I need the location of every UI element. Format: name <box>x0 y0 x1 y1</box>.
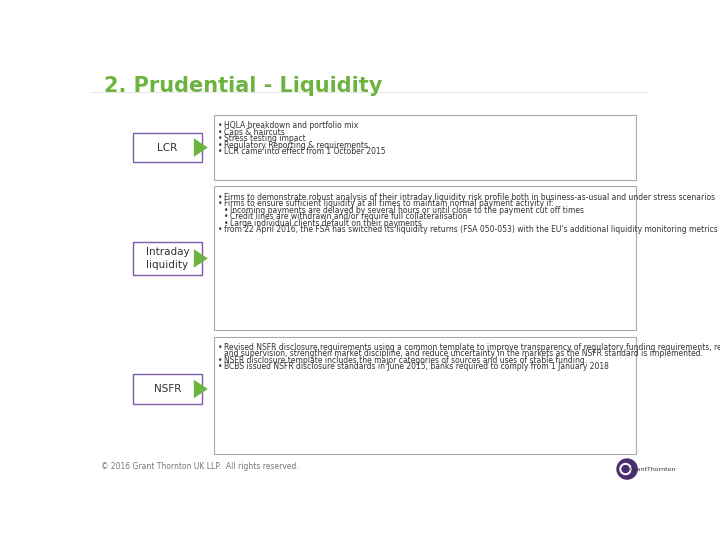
Text: BCBS issued NSFR disclosure standards in June 2015, banks required to comply fro: BCBS issued NSFR disclosure standards in… <box>224 362 609 372</box>
Text: NSFR disclosure template includes the major categories of sources and uses of st: NSFR disclosure template includes the ma… <box>224 356 588 365</box>
Text: GrantThornton: GrantThornton <box>629 467 676 471</box>
Text: and supervision, strengthen market discipline, and reduce uncertainty in the mar: and supervision, strengthen market disci… <box>224 349 703 359</box>
Text: Firms to demonstrate robust analysis of their intraday liquidity risk profile bo: Firms to demonstrate robust analysis of … <box>224 193 715 201</box>
Text: HQLA breakdown and portfolio mix: HQLA breakdown and portfolio mix <box>224 121 359 130</box>
Text: Large individual clients default on their payments: Large individual clients default on thei… <box>230 219 422 228</box>
Text: Regulatory Reporting & requirements: Regulatory Reporting & requirements <box>224 141 368 150</box>
Text: Stress testing impact: Stress testing impact <box>224 134 306 143</box>
FancyBboxPatch shape <box>132 242 202 275</box>
Text: •: • <box>218 147 222 156</box>
Text: 2. Prudential - Liquidity: 2. Prudential - Liquidity <box>104 76 382 96</box>
Text: •: • <box>224 219 228 228</box>
Text: © 2016 Grant Thornton UK LLP.  All rights reserved.: © 2016 Grant Thornton UK LLP. All rights… <box>101 462 299 471</box>
Text: Revised NSFR disclosure requirements using a common template to improve transpar: Revised NSFR disclosure requirements usi… <box>224 343 720 352</box>
FancyBboxPatch shape <box>132 374 202 403</box>
Text: •: • <box>218 356 222 365</box>
Text: Firms to ensure sufficient liquidity at all times to maintain normal payment act: Firms to ensure sufficient liquidity at … <box>224 199 554 208</box>
Text: NSFR: NSFR <box>154 384 181 394</box>
Text: •: • <box>218 199 222 208</box>
Text: Caps & haircuts: Caps & haircuts <box>224 127 285 137</box>
FancyBboxPatch shape <box>132 133 202 162</box>
Text: •: • <box>218 121 222 130</box>
Polygon shape <box>194 380 208 398</box>
FancyBboxPatch shape <box>214 115 636 180</box>
Text: Incoming payments are delayed by several hours or until close to the payment cut: Incoming payments are delayed by several… <box>230 206 584 215</box>
Text: Credit lines are withdrawn and/or require full collateralisation: Credit lines are withdrawn and/or requir… <box>230 212 468 221</box>
Text: LCR came into effect from 1 October 2015: LCR came into effect from 1 October 2015 <box>224 147 386 156</box>
Circle shape <box>622 465 629 472</box>
Text: •: • <box>218 134 222 143</box>
Polygon shape <box>194 138 208 157</box>
Circle shape <box>620 463 631 475</box>
Text: LCR: LCR <box>158 143 178 153</box>
FancyBboxPatch shape <box>214 186 636 330</box>
Text: from 22 April 2016, the FSA has switched its liquidity returns (FSA 050-053) wit: from 22 April 2016, the FSA has switched… <box>224 225 720 234</box>
Text: •: • <box>218 362 222 372</box>
FancyBboxPatch shape <box>214 336 636 454</box>
Circle shape <box>617 459 637 479</box>
Text: •: • <box>218 193 222 201</box>
Text: •: • <box>218 343 222 352</box>
Text: Intraday
liquidity: Intraday liquidity <box>145 247 189 270</box>
Text: •: • <box>218 225 222 234</box>
Polygon shape <box>194 249 208 268</box>
Text: •: • <box>224 206 228 215</box>
Text: •: • <box>218 141 222 150</box>
Text: •: • <box>218 127 222 137</box>
Text: •: • <box>224 212 228 221</box>
